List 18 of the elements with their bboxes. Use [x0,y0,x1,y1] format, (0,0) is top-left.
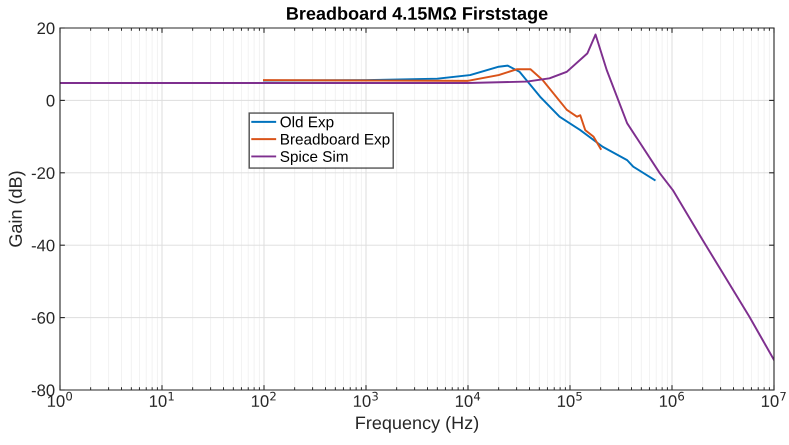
y-axis-title: Gain (dB) [8,171,26,247]
y-tick-label: -60 [32,312,54,324]
x-tick-label: 10$^{3}$ [354,392,378,407]
y-tick-label: 0 [46,94,54,107]
x-tick-label: 10$^{2}$ [252,392,276,407]
legend-label: Old Exp [280,116,334,130]
x-axis-title: Frequency (Hz) [356,416,478,433]
legend-label: Spice Sim [280,150,348,165]
legend-label: Breadboard Exp [281,133,390,148]
x-tick-label: 10$^{1}$ [150,392,174,407]
y-tick-label: -40 [32,240,54,252]
chart-title: Breadboard 4.15MΩ Firststage [287,6,548,24]
x-tick-label: 10$^{4}$ [456,392,480,407]
x-tick-label: 10$^{6}$ [660,392,684,407]
y-tick-label: 20 [37,22,54,34]
x-tick-label: 10$^{7}$ [762,392,786,407]
x-tick-label: 10$^{5}$ [558,392,582,407]
y-tick-label: -20 [32,167,54,180]
